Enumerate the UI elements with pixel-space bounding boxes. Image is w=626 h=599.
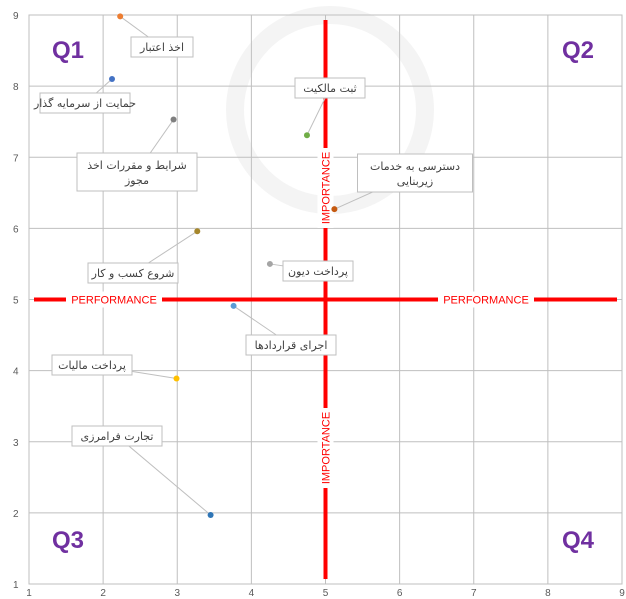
quadrant-label-q2: Q2 [562, 37, 594, 64]
point-label: ثبت مالکیت [303, 82, 356, 95]
importance-label: IMPORTANCE [321, 152, 333, 224]
data-point [266, 260, 273, 267]
data-point [194, 228, 201, 235]
performance-label-bg [66, 291, 162, 308]
callout-box [282, 260, 354, 282]
callout-box [87, 262, 179, 284]
callout-box [71, 425, 163, 447]
x-tick-label: 1 [26, 588, 32, 599]
point-label: دسترسی به خدمات [370, 160, 460, 173]
point-label: شروع کسب و کار [91, 267, 175, 280]
y-tick-label: 3 [13, 438, 19, 449]
callout-box [51, 354, 133, 376]
callout-leader-line [116, 435, 211, 516]
x-tick-label: 6 [397, 588, 403, 599]
data-point [331, 206, 338, 213]
y-tick-label: 4 [13, 367, 19, 378]
y-tick-label: 1 [13, 580, 19, 591]
performance-label: PERFORMANCE [443, 295, 529, 307]
quadrant-label-q3: Q3 [52, 527, 84, 554]
callout-box [245, 334, 337, 356]
point-label: اجرای قراردادها [255, 339, 328, 352]
point-label: شرایط و مقررات اخذ [87, 159, 187, 172]
importance-label-bg [317, 408, 334, 488]
quadrant-label-q1: Q1 [52, 37, 84, 64]
callout-box [357, 153, 473, 193]
y-tick-label: 9 [13, 11, 19, 22]
point-label: حمایت از سرمایه گذار [33, 97, 136, 110]
point-label: پرداخت دیون [288, 265, 348, 278]
y-tick-label: 5 [13, 296, 19, 307]
x-tick-label: 5 [323, 588, 329, 599]
quadrant-label-q4: Q4 [562, 527, 595, 554]
y-tick-label: 7 [13, 153, 19, 164]
data-point [109, 76, 116, 83]
x-tick-label: 9 [619, 588, 625, 599]
data-point [207, 512, 214, 519]
point-label-line2: زیربنایی [397, 175, 433, 188]
x-tick-label: 4 [249, 588, 255, 599]
performance-label: PERFORMANCE [71, 295, 157, 307]
point-label: پرداخت مالیات [58, 359, 126, 372]
x-tick-label: 3 [174, 588, 180, 599]
callout-box [76, 152, 198, 192]
callout-box [39, 92, 131, 114]
importance-label-bg [317, 148, 334, 228]
data-point [303, 132, 310, 139]
y-tick-label: 2 [13, 509, 19, 520]
point-label: اخذ اعتبار [139, 41, 184, 54]
x-tick-label: 8 [545, 588, 551, 599]
data-point [173, 375, 180, 382]
y-tick-label: 8 [13, 82, 19, 93]
point-label: تجارت فرامرزی [81, 430, 154, 443]
y-tick-label: 6 [13, 224, 19, 235]
callout-box [130, 36, 194, 58]
x-tick-label: 7 [471, 588, 477, 599]
data-point [170, 116, 177, 123]
importance-label: IMPORTANCE [321, 412, 333, 484]
data-point [117, 13, 124, 20]
point-label-line2: مجوز [124, 174, 149, 187]
x-tick-label: 2 [100, 588, 106, 599]
callout-box [294, 77, 366, 99]
performance-label-bg [438, 291, 534, 308]
data-point [230, 302, 237, 309]
